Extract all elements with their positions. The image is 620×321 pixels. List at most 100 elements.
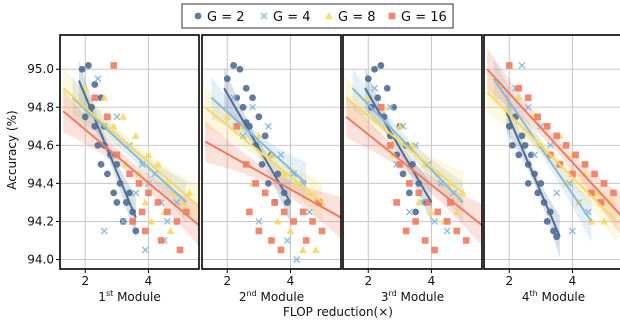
- trend-line: [364, 87, 433, 203]
- data-point: [550, 227, 557, 235]
- data-point: [223, 75, 231, 83]
- panel-label: 1st Module: [98, 289, 160, 304]
- data-point: [94, 141, 102, 149]
- legend: G = 2 G = 4 G = 8 G = 16: [181, 3, 454, 29]
- x-tick-label: 2: [364, 274, 372, 288]
- data-point: [78, 65, 86, 73]
- data-point: [524, 103, 532, 111]
- data-point: [268, 237, 275, 244]
- data-point: [157, 237, 165, 244]
- panel-frame: [201, 34, 342, 270]
- data-point: [453, 227, 461, 235]
- data-point: [179, 198, 188, 206]
- data-point: [252, 180, 260, 187]
- trend-line: [486, 68, 620, 216]
- legend-marker: [260, 12, 268, 20]
- data-point: [81, 113, 89, 121]
- data-point: [606, 198, 615, 206]
- data-point: [173, 218, 181, 225]
- data-point: [100, 93, 109, 101]
- data-point: [299, 245, 307, 253]
- data-point: [293, 256, 301, 263]
- data-point: [593, 188, 602, 196]
- legend-entry-label: G = 2: [207, 10, 245, 25]
- data-point: [396, 122, 404, 130]
- data-point: [135, 180, 143, 187]
- data-point: [553, 132, 560, 140]
- x-axis-label: FLOP reduction(×): [283, 305, 393, 319]
- data-point: [405, 189, 413, 197]
- data-point: [543, 123, 551, 130]
- data-point: [572, 151, 579, 159]
- data-point: [383, 84, 391, 92]
- data-point: [154, 160, 162, 168]
- data-point: [514, 93, 523, 101]
- data-point: [141, 198, 150, 206]
- y-tick-label: 94.6: [27, 138, 54, 152]
- data-point: [176, 246, 184, 254]
- data-point: [406, 180, 413, 187]
- data-point: [405, 208, 413, 216]
- data-point: [387, 142, 394, 149]
- data-point: [141, 246, 149, 254]
- data-point: [518, 61, 526, 69]
- data-point: [431, 217, 439, 225]
- data-point: [163, 179, 172, 187]
- data-point: [600, 180, 608, 187]
- data-point: [399, 170, 407, 178]
- data-point: [396, 161, 404, 168]
- data-point: [264, 122, 272, 130]
- data-point: [230, 62, 237, 69]
- trend-line: [492, 78, 593, 223]
- x-tick-label: 2: [81, 274, 89, 288]
- data-point: [132, 189, 140, 197]
- data-point: [280, 169, 288, 177]
- data-point: [166, 226, 175, 234]
- data-point: [597, 199, 605, 206]
- data-point: [424, 199, 432, 206]
- trend-line: [62, 87, 199, 207]
- data-point: [258, 160, 266, 168]
- data-point: [412, 208, 420, 216]
- data-point: [371, 84, 379, 92]
- data-point: [91, 81, 99, 88]
- data-point: [126, 189, 133, 197]
- panel-frame: [483, 34, 620, 270]
- data-point: [505, 62, 513, 69]
- data-point: [239, 103, 247, 111]
- y-tick-label: 94.8: [27, 100, 54, 114]
- data-point: [427, 207, 436, 215]
- data-point: [169, 188, 178, 196]
- data-point: [144, 150, 153, 158]
- data-point: [141, 227, 149, 235]
- y-tick-label: 95.0: [27, 62, 54, 76]
- panel-frame: [59, 34, 200, 270]
- data-point: [154, 199, 162, 206]
- data-point: [534, 113, 542, 121]
- legend-box: [181, 3, 454, 29]
- data-point: [302, 237, 310, 244]
- trend-line: [204, 140, 341, 219]
- data-point: [249, 94, 256, 102]
- data-point: [280, 208, 288, 216]
- data-point: [132, 227, 140, 235]
- data-point: [255, 227, 263, 235]
- data-point: [600, 217, 608, 225]
- data-point: [509, 141, 516, 149]
- data-point: [562, 142, 570, 149]
- legend-entry-label: G = 4: [273, 10, 311, 25]
- x-tick-label: 4: [428, 274, 436, 288]
- y-tick-label: 94.2: [27, 214, 54, 228]
- panel-label: 4th Module: [522, 289, 585, 304]
- trend-line: [210, 97, 307, 185]
- data-point: [277, 246, 285, 254]
- data-point: [113, 113, 121, 121]
- y-tick-label: 94.4: [27, 176, 54, 190]
- data-point: [236, 65, 244, 73]
- data-point: [223, 112, 232, 120]
- trend-line: [62, 110, 199, 227]
- data-point: [537, 179, 545, 187]
